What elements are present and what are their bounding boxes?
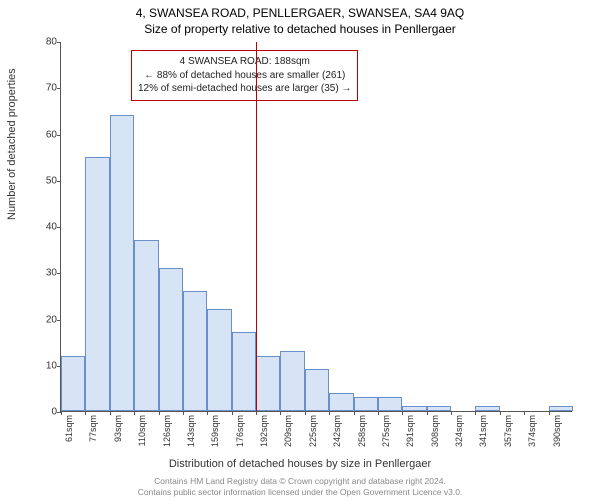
x-tick-mark (183, 411, 184, 415)
x-tick-mark (500, 411, 501, 415)
y-tick-mark (57, 181, 61, 182)
x-tick-mark (427, 411, 428, 415)
x-tick-mark (354, 411, 355, 415)
x-tick-label: 143sqm (186, 415, 196, 447)
annotation-line-2: ← 88% of detached houses are smaller (26… (138, 69, 351, 83)
x-tick-label: 93sqm (113, 415, 123, 442)
y-tick-mark (57, 320, 61, 321)
y-tick-mark (57, 273, 61, 274)
histogram-chart: 4 SWANSEA ROAD: 188sqm ← 88% of detached… (60, 42, 572, 412)
y-tick-label: 20 (46, 314, 57, 325)
y-tick-label: 10 (46, 360, 57, 371)
x-tick-label: 126sqm (162, 415, 172, 447)
histogram-bar (232, 332, 256, 411)
x-tick-label: 176sqm (235, 415, 245, 447)
x-tick-mark (134, 411, 135, 415)
x-tick-label: 390sqm (552, 415, 562, 447)
x-tick-mark (378, 411, 379, 415)
annotation-line-1: 4 SWANSEA ROAD: 188sqm (138, 55, 351, 69)
y-tick-mark (57, 42, 61, 43)
x-tick-mark (402, 411, 403, 415)
x-tick-label: 209sqm (283, 415, 293, 447)
x-tick-mark (207, 411, 208, 415)
y-tick-mark (57, 135, 61, 136)
histogram-bar (134, 240, 158, 411)
histogram-bar (256, 356, 280, 412)
x-tick-label: 110sqm (137, 415, 147, 446)
histogram-bar (61, 356, 85, 412)
x-tick-label: 258sqm (357, 415, 367, 447)
histogram-bar (549, 406, 573, 411)
histogram-bar (183, 291, 207, 411)
x-tick-label: 308sqm (430, 415, 440, 447)
y-tick-mark (57, 88, 61, 89)
histogram-bar (475, 406, 499, 411)
attribution-line-1: Contains HM Land Registry data © Crown c… (0, 476, 600, 487)
histogram-bar (159, 268, 183, 411)
x-tick-label: 324sqm (454, 415, 464, 447)
x-tick-mark (451, 411, 452, 415)
x-tick-mark (61, 411, 62, 415)
x-tick-label: 242sqm (332, 415, 342, 447)
x-tick-mark (549, 411, 550, 415)
attribution-line-2: Contains public sector information licen… (0, 487, 600, 498)
attribution: Contains HM Land Registry data © Crown c… (0, 476, 600, 498)
x-tick-mark (329, 411, 330, 415)
y-tick-label: 50 (46, 175, 57, 186)
histogram-bar (427, 406, 451, 411)
x-tick-label: 275sqm (381, 415, 391, 447)
page-title-sub: Size of property relative to detached ho… (0, 20, 600, 36)
histogram-bar (354, 397, 378, 411)
x-tick-label: 192sqm (259, 415, 269, 447)
histogram-bar (329, 393, 353, 412)
marker-line (256, 42, 257, 411)
annotation-line-3: 12% of semi-detached houses are larger (… (138, 82, 351, 96)
x-tick-label: 374sqm (527, 415, 537, 447)
y-tick-label: 60 (46, 129, 57, 140)
x-tick-mark (305, 411, 306, 415)
y-tick-label: 40 (46, 222, 57, 233)
histogram-bar (280, 351, 304, 411)
y-tick-label: 80 (46, 37, 57, 48)
x-tick-mark (110, 411, 111, 415)
x-tick-label: 357sqm (503, 415, 513, 447)
x-tick-label: 77sqm (88, 415, 98, 442)
x-tick-mark (85, 411, 86, 415)
x-tick-label: 341sqm (478, 415, 488, 447)
annotation-box: 4 SWANSEA ROAD: 188sqm ← 88% of detached… (131, 50, 358, 101)
x-tick-label: 159sqm (210, 415, 220, 447)
histogram-bar (378, 397, 402, 411)
x-tick-mark (524, 411, 525, 415)
y-axis-label: Number of detached properties (6, 68, 18, 220)
x-tick-label: 61sqm (64, 415, 74, 442)
x-tick-label: 225sqm (308, 415, 318, 447)
x-tick-mark (475, 411, 476, 415)
x-tick-label: 291sqm (405, 415, 415, 447)
x-tick-mark (256, 411, 257, 415)
histogram-bar (402, 406, 426, 411)
histogram-bar (207, 309, 231, 411)
x-tick-mark (159, 411, 160, 415)
y-tick-label: 30 (46, 268, 57, 279)
page-title-main: 4, SWANSEA ROAD, PENLLERGAER, SWANSEA, S… (0, 0, 600, 20)
histogram-bar (110, 115, 134, 411)
y-tick-label: 70 (46, 83, 57, 94)
y-tick-mark (57, 227, 61, 228)
x-tick-mark (232, 411, 233, 415)
histogram-bar (305, 369, 329, 411)
x-axis-label: Distribution of detached houses by size … (0, 458, 600, 470)
histogram-bar (85, 157, 109, 411)
x-tick-mark (280, 411, 281, 415)
